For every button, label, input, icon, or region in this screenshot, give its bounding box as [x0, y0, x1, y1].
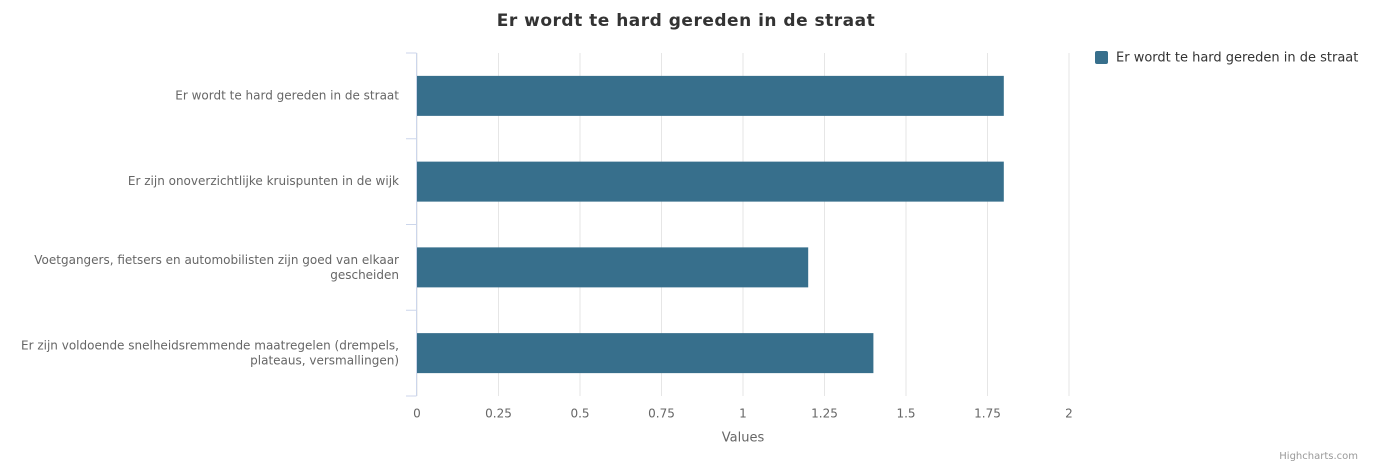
label-line: Voetgangers, fietsers en automobilisten …	[34, 252, 399, 266]
y-tick-label: Voetgangers, fietsers en automobilisten …	[34, 252, 399, 281]
x-tick-label: 1.25	[811, 407, 838, 421]
bar	[417, 161, 1004, 202]
label-line: gescheiden	[330, 267, 399, 281]
legend-swatch	[1095, 51, 1108, 64]
x-tick-label: 1.5	[896, 407, 915, 421]
label-line: plateaus, versmallingen)	[250, 353, 399, 367]
x-tick-label: 0.25	[485, 407, 512, 421]
bar	[417, 247, 809, 288]
x-axis-title: Values	[722, 431, 765, 446]
chart-title: Er wordt te hard gereden in de straat	[497, 11, 876, 31]
x-tick-label: 1	[739, 407, 747, 421]
bar	[417, 75, 1004, 116]
label-line: Er zijn voldoende snelheidsremmende maat…	[21, 338, 399, 352]
x-tick-label: 2	[1065, 407, 1073, 421]
credits[interactable]: Highcharts.com	[1279, 451, 1358, 462]
y-tick-label: Er zijn onoverzichtlijke kruispunten in …	[128, 174, 399, 188]
x-tick-label: 0.5	[570, 407, 589, 421]
bar	[417, 333, 874, 374]
y-tick-label: Er zijn voldoende snelheidsremmende maat…	[21, 338, 399, 367]
x-tick-label: 1.75	[974, 407, 1001, 421]
legend-label: Er wordt te hard gereden in de straat	[1116, 51, 1358, 66]
x-tick-label: 0.75	[648, 407, 675, 421]
y-tick-label: Er wordt te hard gereden in de straat	[175, 88, 399, 102]
x-tick-label: 0	[413, 407, 421, 421]
